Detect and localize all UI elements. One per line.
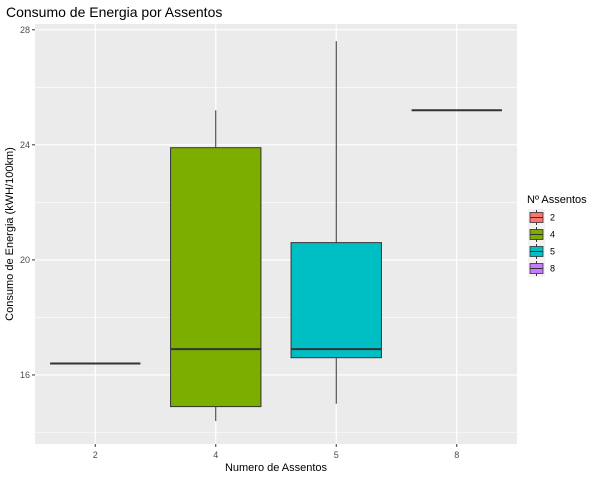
legend-title: Nº Assentos xyxy=(527,194,587,206)
legend: Nº Assentos 2 4 5 8 xyxy=(527,194,587,277)
x-tick-label: 8 xyxy=(454,450,459,460)
y-axis-title: Consumo de Energia (kWH/100km) xyxy=(4,147,16,321)
y-axis: 16 20 24 28 xyxy=(20,25,35,380)
legend-label: 4 xyxy=(550,230,555,240)
box-body xyxy=(290,242,382,359)
legend-label: 2 xyxy=(550,213,555,223)
legend-item-8: 8 xyxy=(528,260,555,277)
box-5 xyxy=(290,41,382,404)
x-axis: 2 4 5 8 xyxy=(93,444,459,460)
boxes xyxy=(50,41,502,421)
box-4 xyxy=(170,110,262,421)
legend-item-2: 2 xyxy=(528,209,555,226)
legend-label: 5 xyxy=(550,247,555,257)
x-tick-label: 2 xyxy=(93,450,98,460)
legend-item-5: 5 xyxy=(528,243,555,260)
x-tick-label: 5 xyxy=(334,450,339,460)
box-body xyxy=(170,147,262,408)
legend-item-4: 4 xyxy=(528,226,555,243)
y-tick-label: 24 xyxy=(20,140,30,150)
y-tick-label: 20 xyxy=(20,255,30,265)
plot-panel xyxy=(35,24,517,444)
x-tick-label: 4 xyxy=(213,450,218,460)
legend-label: 8 xyxy=(550,264,555,274)
y-tick-label: 28 xyxy=(20,25,30,35)
chart-title: Consumo de Energia por Assentos xyxy=(6,4,222,20)
x-axis-title: Numero de Assentos xyxy=(225,462,328,474)
y-tick-label: 16 xyxy=(20,370,30,380)
